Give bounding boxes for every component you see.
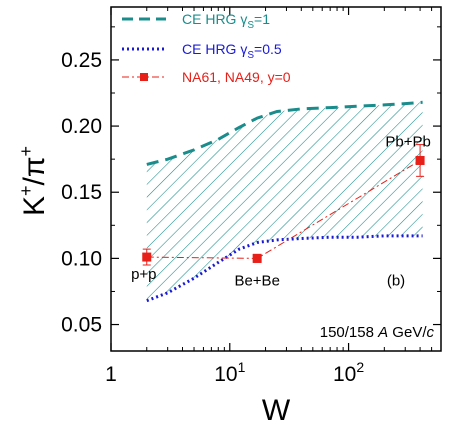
y-axis-label: K+/π+ (16, 146, 51, 216)
annotation-pp: p+p (131, 266, 156, 283)
legend-label-na61: NA61, NA49, y=0 (182, 69, 291, 85)
annotation-panel-label: (b) (387, 273, 405, 290)
legend-marker-na61 (140, 73, 148, 81)
energy-label: 150/158 A GeV/c (320, 324, 435, 341)
data-point (415, 155, 425, 165)
annotation-pbpb: Pb+Pb (385, 134, 430, 151)
hatched-band (146, 102, 423, 301)
x-tick-label: 102 (333, 359, 364, 386)
plot-frame (110, 6, 442, 352)
legend-label-ce-gs1: CE HRG γS=1 (182, 11, 270, 31)
x-tick-label: 1 (105, 363, 117, 386)
y-tick-label: 0.15 (61, 181, 102, 204)
y-tick-label: 0.05 (61, 314, 102, 337)
y-axis-label-sep: /π (18, 156, 51, 185)
data-point (252, 253, 262, 263)
series-line-0 (146, 100, 423, 166)
legend: CE HRG γS=1 CE HRG γS=0.5 NA61, NA49, y=… (122, 11, 291, 85)
annotation-bebe: Be+Be (234, 273, 279, 290)
marker-layer (142, 144, 425, 266)
x-axis-label: W (262, 394, 291, 427)
y-axis-label-num-sup: + (16, 186, 36, 197)
y-tick-label: 0.10 (61, 247, 102, 270)
tick-label-layer: 1 101 102 0.05 0.10 0.15 0.20 0.25 (61, 49, 364, 386)
x-tick-label: 101 (214, 359, 245, 386)
y-axis-label-main: K (18, 196, 51, 216)
tick-layer (110, 7, 442, 351)
data-point (142, 252, 152, 262)
series-line-1 (146, 234, 423, 303)
y-tick-label: 0.25 (61, 49, 102, 72)
legend-label-ce-gs05: CE HRG γS=0.5 (182, 41, 282, 61)
y-tick-label: 0.20 (61, 115, 102, 138)
y-axis-label-den-sup: + (16, 146, 36, 157)
band-fill-layer (146, 102, 423, 301)
